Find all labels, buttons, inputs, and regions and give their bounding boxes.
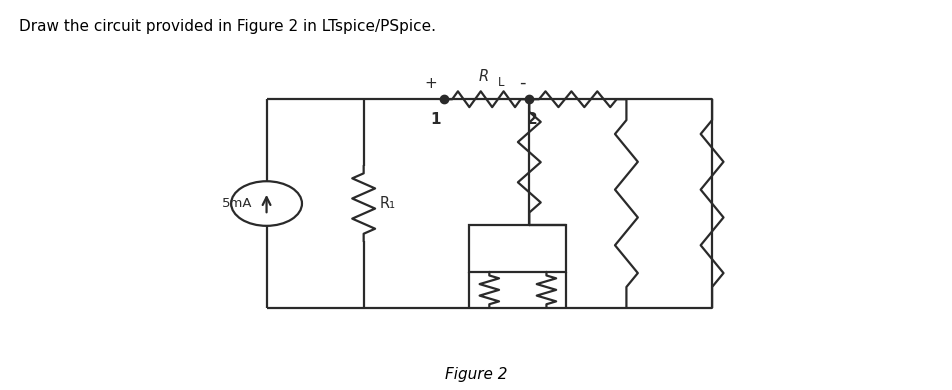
Text: +: + bbox=[425, 76, 437, 91]
Text: R₁: R₁ bbox=[380, 196, 396, 211]
Text: L: L bbox=[498, 76, 504, 89]
Text: Figure 2: Figure 2 bbox=[445, 367, 507, 382]
Text: 2: 2 bbox=[526, 112, 538, 127]
Bar bbox=[469, 225, 566, 272]
Text: 1: 1 bbox=[429, 112, 441, 127]
Text: R: R bbox=[479, 69, 488, 84]
Text: 5mA: 5mA bbox=[222, 197, 252, 210]
Text: Draw the circuit provided in Figure 2 in LTspice/PSpice.: Draw the circuit provided in Figure 2 in… bbox=[19, 20, 436, 34]
Text: -: - bbox=[519, 73, 526, 91]
